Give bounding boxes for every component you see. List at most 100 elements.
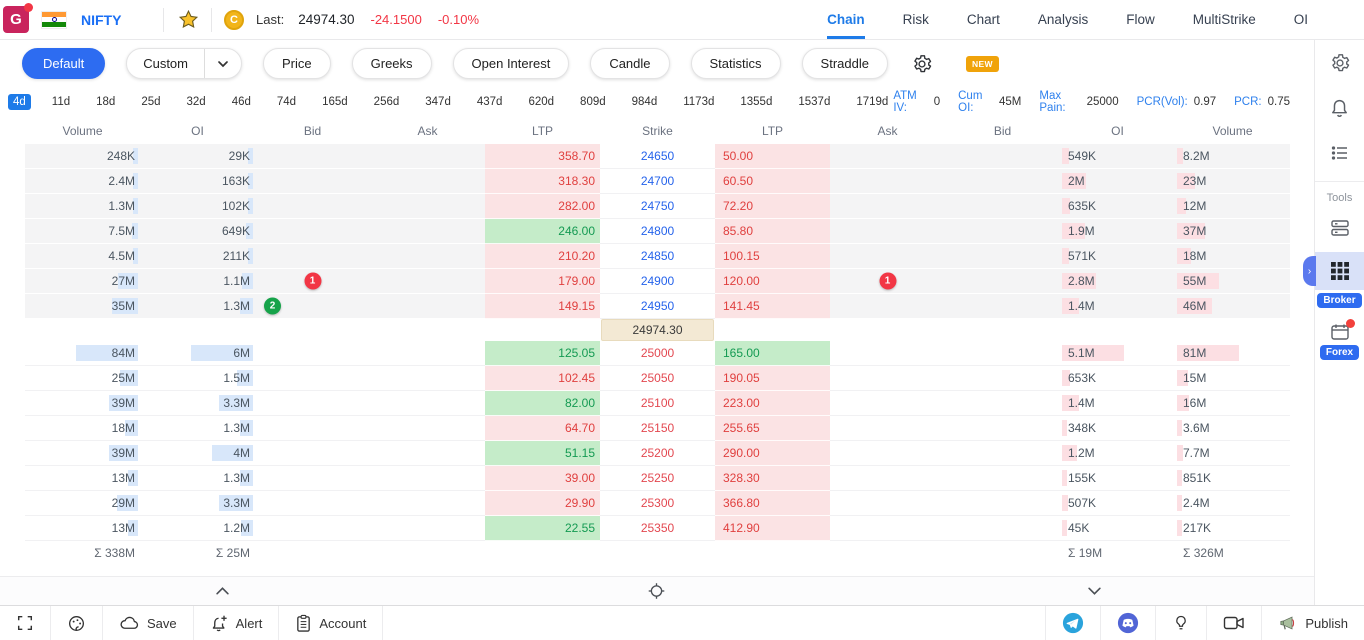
favorite-star-icon[interactable] — [178, 9, 199, 30]
call-ltp-cell[interactable]: 29.90 — [485, 491, 600, 516]
put-ltp-cell[interactable]: 120.00 — [715, 269, 830, 294]
strike-cell[interactable]: 25300 — [600, 491, 715, 516]
fullscreen-button[interactable] — [0, 606, 51, 640]
call-ask-cell[interactable] — [370, 441, 485, 466]
call-ltp-cell[interactable]: 318.30 — [485, 169, 600, 194]
view-button-candle[interactable]: Candle — [590, 48, 670, 79]
expiry-1355d[interactable]: 1355d — [740, 96, 773, 108]
call-ask-cell[interactable] — [370, 341, 485, 366]
call-ask-cell[interactable] — [370, 294, 485, 319]
expiry-18d[interactable]: 18d — [96, 96, 116, 108]
expiry-984d[interactable]: 984d — [631, 96, 658, 108]
call-ltp-cell[interactable]: 125.05 — [485, 341, 600, 366]
call-bid-cell[interactable] — [255, 491, 370, 516]
tab-chain[interactable]: Chain — [827, 0, 865, 39]
tab-analysis[interactable]: Analysis — [1037, 12, 1089, 27]
expiry-1537d[interactable]: 1537d — [798, 96, 831, 108]
put-bid-cell[interactable] — [945, 294, 1060, 319]
save-button[interactable]: Save — [103, 606, 194, 640]
put-ltp-cell[interactable]: 190.05 — [715, 366, 830, 391]
publish-button[interactable]: Publish — [1261, 606, 1364, 640]
video-button[interactable] — [1206, 606, 1261, 640]
put-bid-cell[interactable] — [945, 194, 1060, 219]
put-ltp-cell[interactable]: 290.00 — [715, 441, 830, 466]
header-strike-strike[interactable]: Strike — [642, 123, 673, 138]
header-put-volume[interactable]: Volume — [1212, 123, 1253, 138]
expiry-347d[interactable]: 347d — [425, 96, 451, 108]
expiry-1173d[interactable]: 1173d — [683, 96, 715, 108]
expiry-32d[interactable]: 32d — [186, 96, 206, 108]
strike-cell[interactable]: 24750 — [600, 194, 715, 219]
alert-badge-red[interactable]: 1 — [879, 272, 896, 290]
sidebar-settings-icon[interactable] — [1329, 52, 1351, 74]
call-ask-cell[interactable] — [370, 169, 485, 194]
put-ask-cell[interactable] — [830, 219, 945, 244]
header-call-bid[interactable]: Bid — [303, 123, 322, 138]
chain-settings-gear-icon[interactable] — [911, 53, 933, 75]
call-ask-cell[interactable] — [370, 391, 485, 416]
view-button-price[interactable]: Price — [263, 48, 331, 79]
put-ask-cell[interactable] — [830, 144, 945, 169]
header-put-ask[interactable]: Ask — [877, 123, 898, 138]
put-bid-cell[interactable] — [945, 244, 1060, 269]
header-call-ask[interactable]: Ask — [417, 123, 438, 138]
put-ask-cell[interactable] — [830, 491, 945, 516]
sidebar-watchlist-icon[interactable] — [1330, 143, 1350, 163]
call-ltp-cell[interactable]: 282.00 — [485, 194, 600, 219]
preset-custom[interactable]: Custom — [126, 48, 242, 79]
call-ltp-cell[interactable]: 179.00 — [485, 269, 600, 294]
telegram-button[interactable] — [1045, 606, 1100, 640]
call-ltp-cell[interactable]: 102.45 — [485, 366, 600, 391]
strike-cell[interactable]: 25250 — [600, 466, 715, 491]
call-bid-cell[interactable] — [255, 341, 370, 366]
call-bid-cell[interactable] — [255, 244, 370, 269]
put-ltp-cell[interactable]: 165.00 — [715, 341, 830, 366]
put-ask-cell[interactable] — [830, 366, 945, 391]
sidebar-notifications-icon[interactable] — [1329, 98, 1350, 119]
expiry-256d[interactable]: 256d — [373, 96, 400, 108]
call-ask-cell[interactable] — [370, 244, 485, 269]
call-ltp-cell[interactable]: 64.70 — [485, 416, 600, 441]
put-bid-cell[interactable] — [945, 491, 1060, 516]
strike-cell[interactable]: 24950 — [600, 294, 715, 319]
call-ltp-cell[interactable]: 149.15 — [485, 294, 600, 319]
put-ask-cell[interactable]: 1 — [830, 269, 945, 294]
put-ltp-cell[interactable]: 255.65 — [715, 416, 830, 441]
sidebar-apps-grid-item[interactable]: › — [1303, 252, 1364, 290]
strike-cell[interactable]: 25200 — [600, 441, 715, 466]
alert-badge-green[interactable]: 2 — [264, 297, 281, 315]
strike-cell[interactable]: 24700 — [600, 169, 715, 194]
put-bid-cell[interactable] — [945, 169, 1060, 194]
theme-button[interactable] — [51, 606, 103, 640]
strike-cell[interactable]: 25100 — [600, 391, 715, 416]
call-bid-cell[interactable] — [255, 366, 370, 391]
call-ltp-cell[interactable]: 358.70 — [485, 144, 600, 169]
strike-cell[interactable]: 25350 — [600, 516, 715, 541]
expiry-1719d[interactable]: 1719d — [856, 96, 889, 108]
header-put-oi[interactable]: OI — [1111, 123, 1124, 138]
put-ask-cell[interactable] — [830, 341, 945, 366]
call-bid-cell[interactable] — [255, 144, 370, 169]
call-ask-cell[interactable] — [370, 144, 485, 169]
tab-risk[interactable]: Risk — [902, 12, 929, 27]
put-bid-cell[interactable] — [945, 366, 1060, 391]
app-logo[interactable]: G — [3, 3, 33, 33]
expiry-809d[interactable]: 809d — [580, 96, 606, 108]
call-ask-cell[interactable] — [370, 194, 485, 219]
call-ask-cell[interactable] — [370, 269, 485, 294]
ideas-button[interactable] — [1155, 606, 1206, 640]
view-button-straddle[interactable]: Straddle — [801, 48, 888, 79]
call-bid-cell[interactable] — [255, 169, 370, 194]
put-bid-cell[interactable] — [945, 341, 1060, 366]
call-ltp-cell[interactable]: 51.15 — [485, 441, 600, 466]
put-ask-cell[interactable] — [830, 391, 945, 416]
put-ask-cell[interactable] — [830, 441, 945, 466]
put-bid-cell[interactable] — [945, 441, 1060, 466]
put-bid-cell[interactable] — [945, 416, 1060, 441]
call-bid-cell[interactable] — [255, 391, 370, 416]
call-ask-cell[interactable] — [370, 416, 485, 441]
call-bid-cell[interactable] — [255, 516, 370, 541]
put-ask-cell[interactable] — [830, 516, 945, 541]
strike-cell[interactable]: 25150 — [600, 416, 715, 441]
strike-cell[interactable]: 24650 — [600, 144, 715, 169]
